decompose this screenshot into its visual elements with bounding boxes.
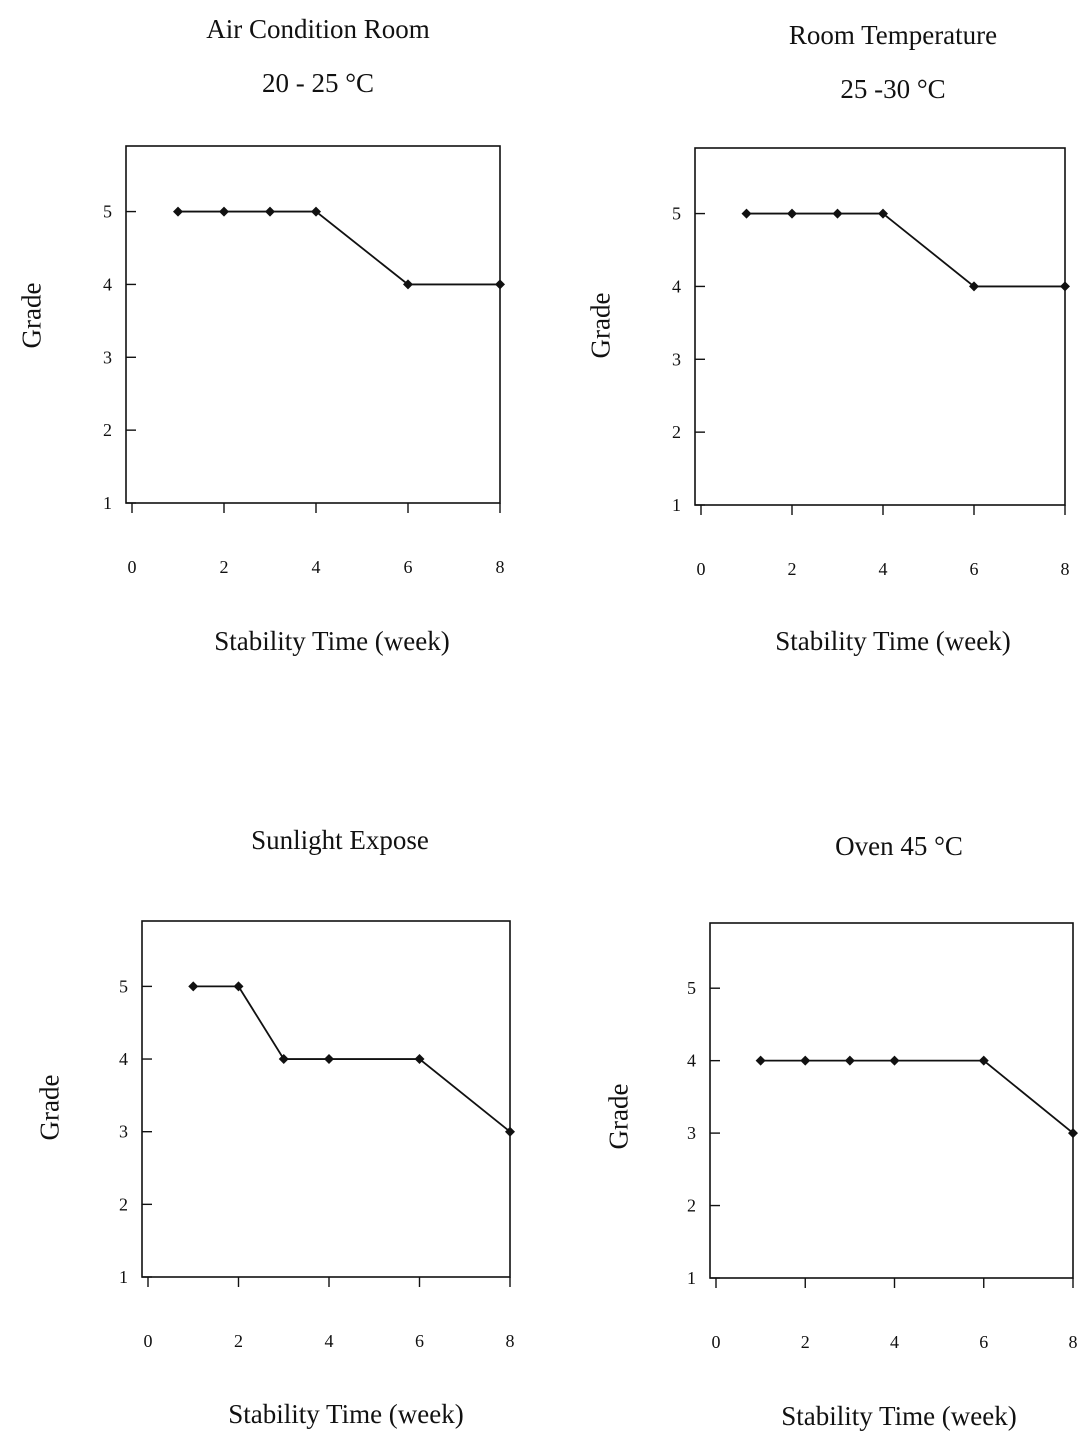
- y-tick-label: 3: [687, 1123, 696, 1143]
- data-point: [1060, 281, 1070, 292]
- data-point: [969, 281, 979, 292]
- data-point: [1068, 1128, 1078, 1139]
- series-line: [760, 1059, 1074, 1134]
- chart-plot: 1 2 3 4 5 0 2 4 6 8: [687, 922, 1078, 1352]
- data-point: [311, 206, 321, 217]
- y-tick-label: 5: [672, 204, 681, 224]
- y-tick-label: 4: [672, 276, 681, 296]
- x-tick-label: 2: [234, 1331, 243, 1351]
- plot-frame: [141, 920, 511, 1278]
- x-tick-label: 6: [979, 1332, 988, 1352]
- y-tick-label: 1: [103, 493, 112, 513]
- x-tick-label: 4: [890, 1332, 899, 1352]
- x-tick-label: 8: [496, 557, 505, 577]
- x-axis-label: Stability Time (week): [775, 626, 1011, 656]
- chart-title: Oven 45 °C: [835, 831, 963, 861]
- data-point: [878, 208, 888, 219]
- data-point: [800, 1055, 811, 1066]
- chart-plot: 1 2 3 4 5 0 2 4 6 8: [672, 147, 1070, 579]
- data-point: [265, 206, 275, 217]
- y-tick-label: 4: [687, 1051, 696, 1071]
- y-tick-label: 1: [119, 1267, 128, 1287]
- plot-frame: [694, 147, 1066, 506]
- x-tick-label: 2: [801, 1332, 810, 1352]
- y-tick-label: 1: [672, 495, 681, 515]
- x-tick-label: 6: [970, 559, 979, 579]
- data-point: [844, 1055, 855, 1066]
- y-tick-label: 2: [103, 420, 112, 440]
- x-tick-label: 0: [128, 557, 137, 577]
- data-point: [787, 208, 797, 219]
- x-tick-label: 8: [1069, 1332, 1078, 1352]
- y-tick-label: 5: [103, 202, 112, 222]
- plot-frame: [125, 145, 501, 504]
- series-line: [178, 210, 500, 286]
- data-point: [889, 1055, 900, 1066]
- data-point: [505, 1126, 515, 1137]
- x-tick-label: 0: [712, 1332, 721, 1352]
- data-point: [173, 206, 183, 217]
- y-tick-label: 2: [119, 1194, 128, 1214]
- x-tick-label: 4: [879, 559, 888, 579]
- chart-title: Air Condition Room: [206, 14, 430, 44]
- data-point: [755, 1055, 766, 1066]
- x-axis-label: Stability Time (week): [214, 626, 450, 656]
- data-point: [324, 1054, 334, 1065]
- x-tick-label: 0: [144, 1331, 153, 1351]
- series-line: [746, 212, 1065, 288]
- data-point: [188, 981, 199, 992]
- x-tick-label: 2: [788, 559, 797, 579]
- x-axis-label: Stability Time (week): [781, 1401, 1017, 1431]
- x-tick-label: 6: [404, 557, 413, 577]
- y-tick-label: 3: [672, 349, 681, 369]
- x-tick-label: 8: [1061, 559, 1070, 579]
- series-line: [193, 985, 511, 1133]
- data-point: [741, 208, 752, 219]
- y-tick-label: 3: [119, 1122, 128, 1142]
- data-point: [403, 279, 413, 290]
- chart-plot: 1 2 3 4 5 0 2 4 6 8: [103, 145, 505, 577]
- data-point: [233, 981, 244, 992]
- x-tick-label: 4: [325, 1331, 334, 1351]
- y-tick-label: 2: [687, 1196, 696, 1216]
- data-point: [978, 1055, 989, 1066]
- data-point: [414, 1054, 425, 1065]
- data-point: [219, 206, 229, 217]
- chart-title: Sunlight Expose: [251, 825, 429, 855]
- data-point: [495, 279, 505, 290]
- x-tick-label: 4: [312, 557, 321, 577]
- chart-subtitle: 25 -30 °C: [840, 74, 946, 104]
- y-tick-label: 3: [103, 347, 112, 367]
- data-point: [278, 1054, 289, 1065]
- chart-plot: 1 2 3 4 5 0 2 4 6 8: [119, 920, 515, 1351]
- chart-title: Room Temperature: [788, 20, 998, 50]
- y-tick-label: 2: [672, 422, 681, 442]
- x-tick-label: 2: [220, 557, 229, 577]
- x-tick-label: 6: [415, 1331, 424, 1351]
- x-axis-label: Stability Time (week): [228, 1399, 464, 1429]
- y-tick-label: 4: [119, 1049, 128, 1069]
- y-tick-label: 5: [119, 976, 128, 996]
- y-tick-label: 1: [687, 1268, 696, 1288]
- y-tick-label: 4: [103, 274, 112, 294]
- plot-frame: [709, 922, 1074, 1279]
- y-tick-label: 5: [687, 978, 696, 998]
- data-point: [832, 208, 843, 219]
- x-tick-label: 0: [697, 559, 706, 579]
- chart-subtitle: 20 - 25 °C: [261, 68, 375, 98]
- x-tick-label: 8: [506, 1331, 515, 1351]
